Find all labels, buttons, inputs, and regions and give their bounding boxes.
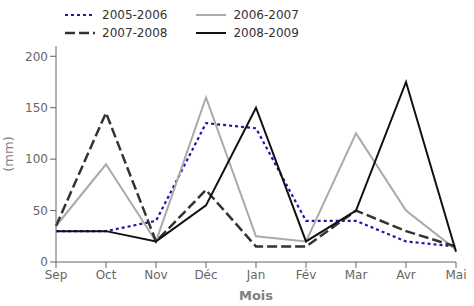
svg-text:Avr: Avr (396, 268, 416, 282)
svg-text:50: 50 (33, 204, 48, 218)
svg-text:Mar: Mar (345, 268, 368, 282)
svg-text:Nov: Nov (144, 268, 167, 282)
html-text:2008-2009: 2008-2009 (233, 26, 299, 40)
svg-text:Oct: Oct (96, 268, 117, 282)
svg-text:100: 100 (25, 152, 48, 166)
html-text:2007-2008: 2007-2008 (102, 26, 168, 40)
svg-text:Mois: Mois (239, 288, 273, 303)
html-text:2005-2006: 2005-2006 (102, 8, 168, 22)
svg-text:Fév: Fév (296, 268, 317, 282)
svg-text:Jan: Jan (246, 268, 266, 282)
svg-text:Sep: Sep (45, 268, 68, 282)
svg-text:150: 150 (25, 101, 48, 115)
svg-text:(mm): (mm) (8, 136, 16, 171)
svg-text:Mai: Mai (445, 268, 466, 282)
html-text:2006-2007: 2006-2007 (233, 8, 299, 22)
svg-text:200: 200 (25, 50, 48, 64)
svg-text:0: 0 (40, 255, 48, 269)
svg-text:Déc: Déc (194, 268, 217, 282)
